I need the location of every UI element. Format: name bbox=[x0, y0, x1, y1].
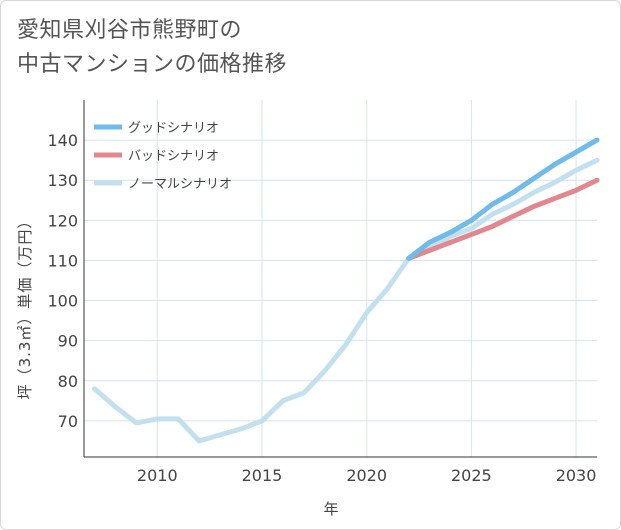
x-tick-label: 2020 bbox=[346, 466, 387, 485]
chart-title-line-1: 愛知県刈谷市熊野町の bbox=[17, 18, 243, 43]
y-axis-title: 坪（3.3㎡）単価（万円） bbox=[16, 212, 34, 400]
series-line-2 bbox=[92, 157, 600, 444]
x-axis-title: 年 bbox=[323, 500, 338, 518]
legend-label: グッドシナリオ bbox=[128, 121, 219, 136]
chart-title: 愛知県刈谷市熊野町の 中古マンションの価格推移 bbox=[17, 14, 437, 82]
y-tick-label: 70 bbox=[58, 412, 78, 431]
y-tick-label: 140 bbox=[47, 131, 78, 150]
y-tick-label: 130 bbox=[47, 171, 78, 190]
y-tick-label: 80 bbox=[58, 372, 78, 391]
legend-label: バッドシナリオ bbox=[128, 149, 219, 164]
y-tick-label: 100 bbox=[47, 292, 78, 311]
series-line-0 bbox=[406, 137, 600, 261]
x-tick-label: 2010 bbox=[137, 466, 178, 485]
grid-lines bbox=[84, 100, 597, 457]
series-lines bbox=[92, 137, 600, 444]
x-tick-label: 2030 bbox=[556, 466, 597, 485]
x-tick-label: 2025 bbox=[451, 466, 492, 485]
y-tick-label: 110 bbox=[47, 251, 78, 270]
chart-title-line-2: 中古マンションの価格推移 bbox=[17, 52, 288, 77]
y-tick-label: 90 bbox=[58, 332, 78, 351]
y-tick-label: 120 bbox=[47, 211, 78, 230]
x-tick-label: 2015 bbox=[242, 466, 283, 485]
legend-label: ノーマルシナリオ bbox=[128, 177, 232, 192]
series-line-1 bbox=[406, 177, 600, 261]
tick-labels: 70 80 90 100 110 120 130 140 2010 2015 2020 2025 203… bbox=[47, 131, 596, 485]
axes bbox=[83, 100, 597, 458]
